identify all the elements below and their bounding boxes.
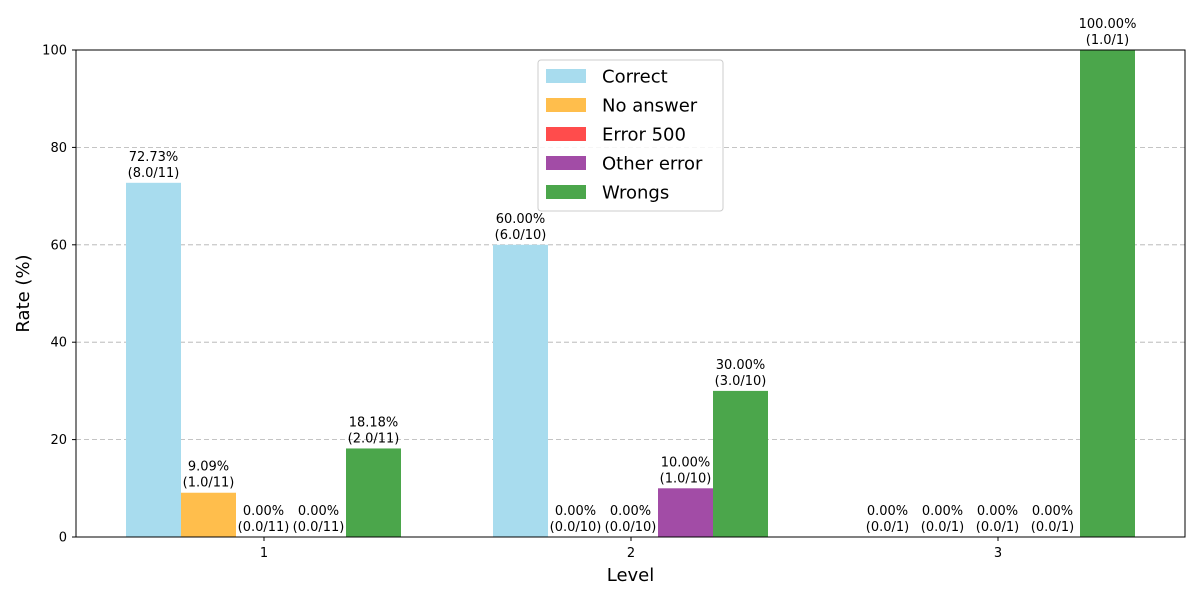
data-label: 10.00% (1.0/10): [660, 455, 712, 486]
data-label: 72.73% (8.0/11): [128, 150, 180, 181]
y-tick-label: 60: [50, 238, 67, 253]
bar: [658, 488, 713, 537]
x-tick-label: 3: [994, 546, 1002, 561]
x-tick-label: 1: [260, 546, 268, 561]
y-tick-label: 100: [42, 44, 67, 59]
data-label: 0.00% (0.0/1): [1031, 504, 1074, 535]
data-label: 60.00% (6.0/10): [495, 212, 547, 243]
legend-label: Wrongs: [602, 183, 669, 204]
x-axis-title: Level: [607, 565, 655, 586]
data-label: 0.00% (0.0/1): [976, 504, 1019, 535]
legend: Correct No answer Error 500 Other error Wron…: [537, 59, 724, 212]
legend-swatch: [546, 69, 586, 83]
legend-label: No answer: [602, 96, 698, 117]
bar: [493, 244, 548, 538]
legend-swatch: [546, 127, 586, 141]
legend-swatch: [546, 98, 586, 112]
legend-label: Error 500: [602, 125, 686, 146]
bar: [346, 448, 401, 537]
legend-box: [537, 59, 724, 212]
legend-swatch: [546, 156, 586, 170]
y-tick-label: 20: [50, 433, 67, 448]
y-tick-label: 40: [50, 336, 67, 351]
data-label: 0.00% (0.0/1): [866, 504, 909, 535]
legend-swatch: [546, 185, 586, 199]
data-label: 0.00% (0.0/10): [550, 504, 602, 535]
bars: [126, 50, 1135, 538]
data-labels: 72.73% (8.0/11)9.09% (1.0/11)0.00% (0.0/11)…: [128, 17, 1137, 535]
y-axis-title: Rate (%): [13, 254, 34, 332]
data-label: 0.00% (0.0/10): [605, 504, 657, 535]
axis-ticks: 0 20 40 60 80 100 1 2 3: [42, 44, 1002, 562]
data-label: 0.00% (0.0/11): [293, 504, 345, 535]
legend-label: Other error: [602, 154, 703, 175]
data-label: 100.00% (1.0/1): [1079, 17, 1137, 48]
bar: [181, 492, 236, 537]
legend-label: Correct: [602, 67, 668, 88]
data-label: 0.00% (0.0/1): [921, 504, 964, 535]
bar: [1080, 50, 1135, 537]
bar: [713, 390, 768, 537]
bar: [126, 182, 181, 537]
x-tick-label: 2: [627, 546, 635, 561]
data-label: 18.18% (2.0/11): [348, 415, 400, 446]
y-tick-label: 0: [59, 531, 67, 546]
data-label: 9.09% (1.0/11): [183, 460, 235, 491]
y-tick-label: 80: [50, 141, 67, 156]
data-label: 0.00% (0.0/11): [238, 504, 290, 535]
data-label: 30.00% (3.0/10): [715, 358, 767, 389]
